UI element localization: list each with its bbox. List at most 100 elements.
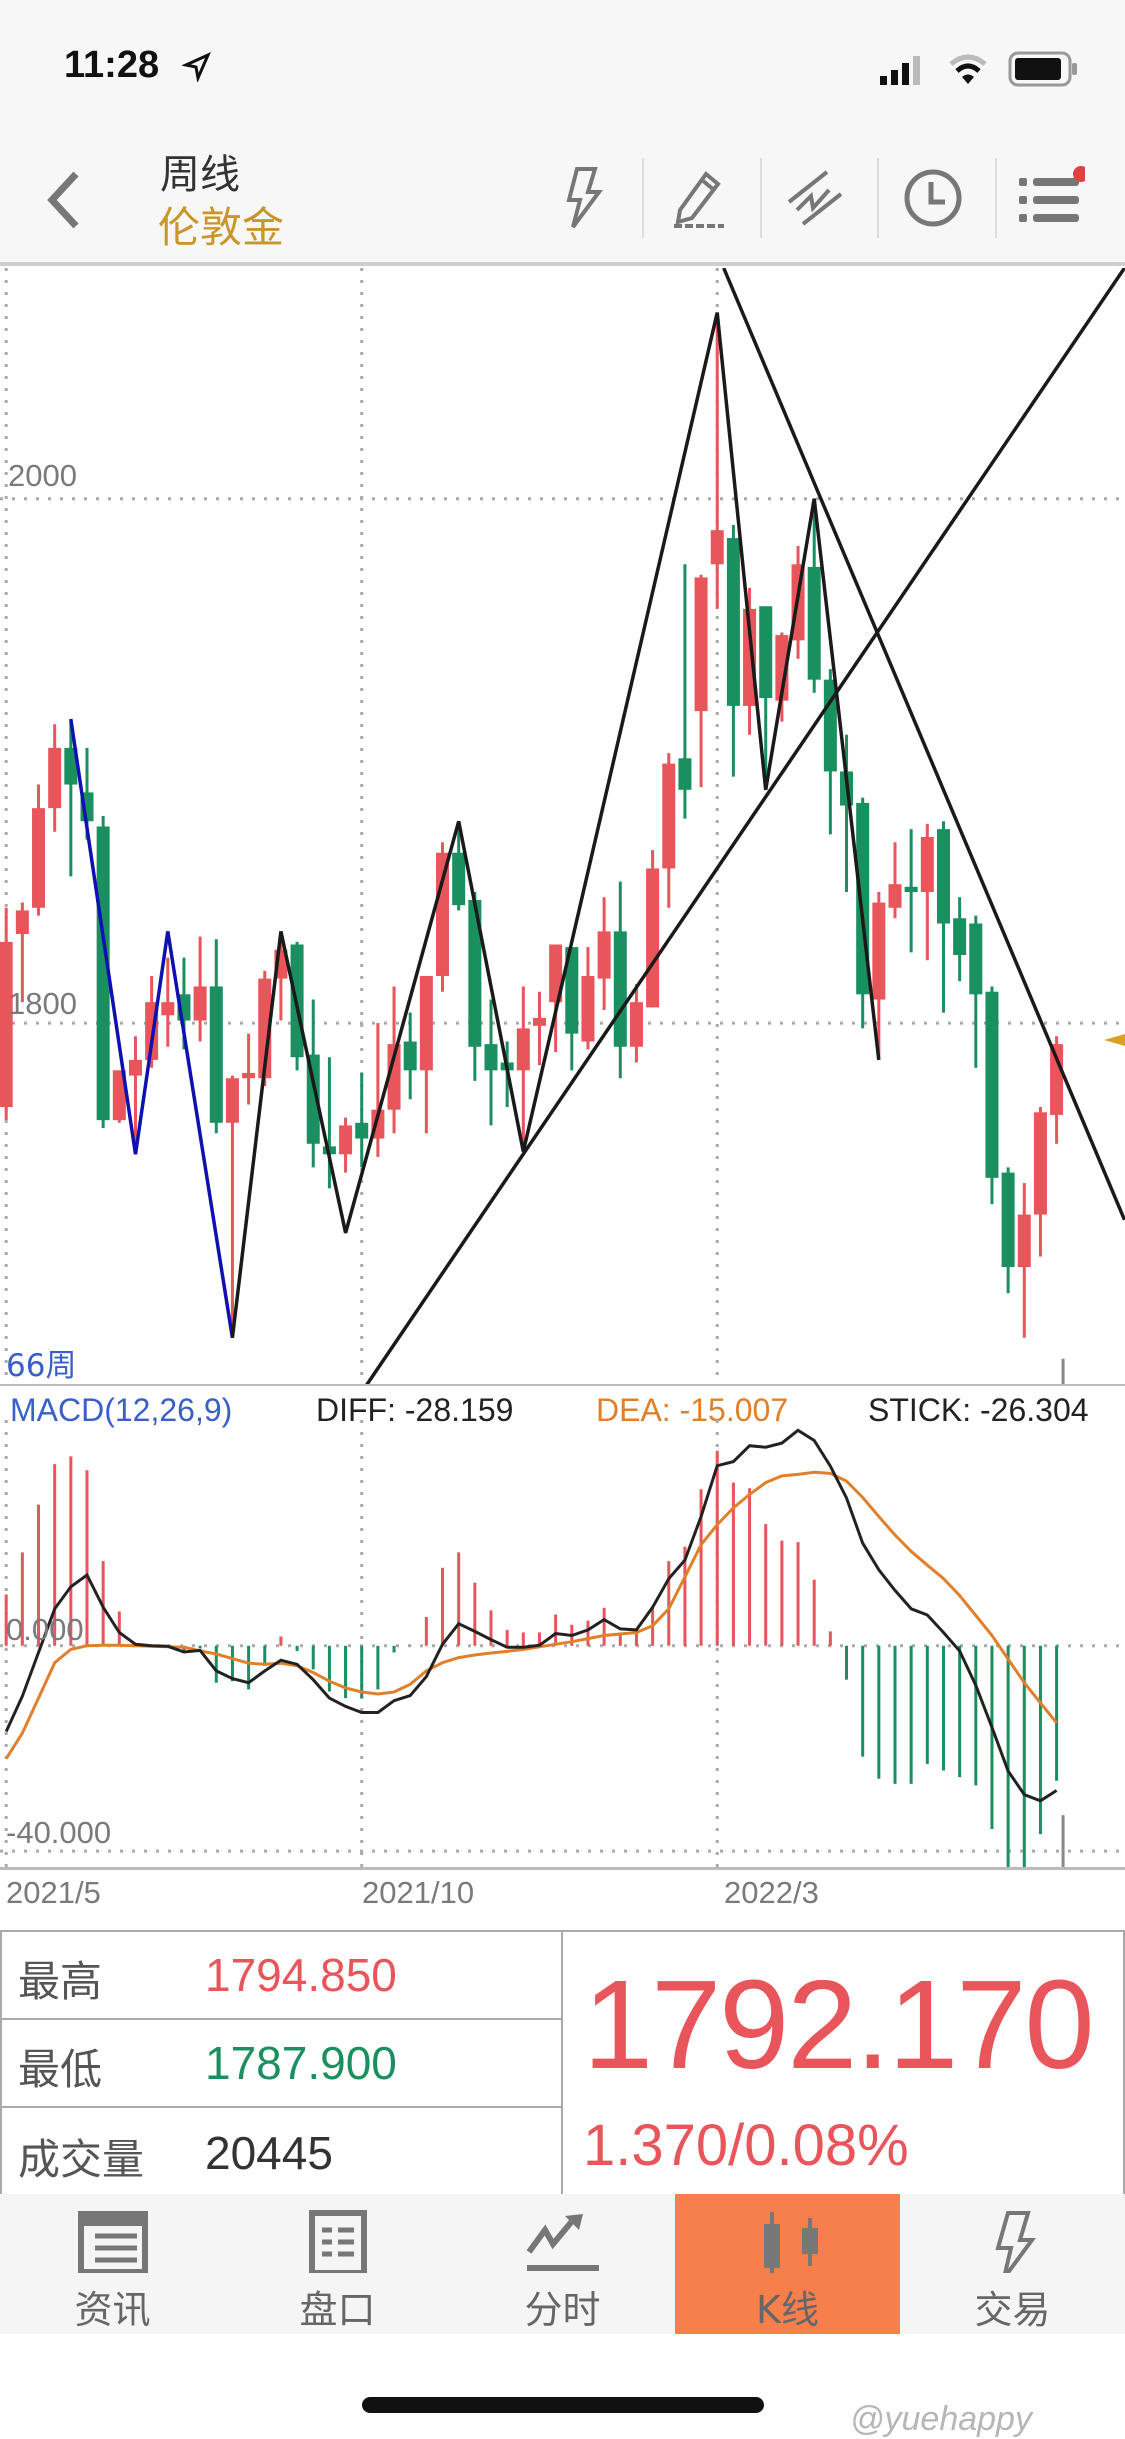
candle: [1033, 1107, 1047, 1257]
diff-line: [4, 1428, 1058, 1803]
candle-body: [355, 1122, 369, 1139]
quote-row-low: 最低 1787.900: [0, 2018, 563, 2108]
lightning-icon: [994, 2211, 1036, 2273]
candle: [710, 315, 724, 609]
candle: [726, 524, 740, 777]
macd-y-tick-label: -40.000: [6, 1815, 112, 1850]
lightning-button[interactable]: [545, 160, 615, 236]
tab-intraday[interactable]: 分时: [450, 2194, 675, 2334]
price-change: 1.370/0.08%: [583, 2113, 909, 2178]
zigzag-drawing: [69, 718, 235, 1339]
candlestick-chart[interactable]: [0, 268, 1125, 1385]
toolbar-divider: [877, 158, 879, 238]
candle: [872, 892, 886, 1058]
candle: [597, 897, 611, 1011]
candle: [920, 823, 934, 961]
candle: [161, 957, 175, 1047]
candle-body: [694, 577, 708, 712]
candle-body: [468, 899, 482, 1047]
quote-row-volume: 成交量 20445: [0, 2106, 563, 2196]
low-label: 最低: [18, 2045, 103, 2094]
candle: [613, 881, 627, 1079]
candle-body: [242, 1072, 256, 1079]
candle: [112, 1070, 126, 1123]
instrument-name: 伦敦金: [158, 203, 285, 252]
clock-icon: [904, 169, 962, 227]
candle-body: [726, 538, 740, 706]
menu-button[interactable]: [1015, 160, 1085, 236]
candle: [96, 816, 110, 1129]
notification-dot: [1073, 166, 1085, 182]
candle-body: [48, 747, 62, 809]
macd-chart[interactable]: [0, 1420, 1125, 1868]
tab-order-book[interactable]: 盘口: [225, 2194, 450, 2334]
watermark: @yuehappy: [850, 2400, 1032, 2438]
high-label: 最高: [18, 1957, 103, 2006]
candle: [355, 1072, 369, 1168]
macd-diff-value: DIFF: -28.159: [316, 1392, 514, 1428]
macd-lines: [4, 1428, 1065, 1868]
candle: [549, 944, 563, 1052]
candle: [15, 902, 29, 1003]
tab-trade[interactable]: 交易: [900, 2194, 1125, 2334]
time-period-button[interactable]: [898, 160, 968, 236]
candle: [532, 991, 546, 1066]
candle: [339, 1117, 353, 1173]
status-bar: 11:28: [0, 0, 1125, 130]
macd-stick-value: STICK: -26.304: [868, 1392, 1089, 1428]
candle-body: [904, 886, 918, 893]
intraday-chart-icon: [526, 2214, 599, 2271]
candle-body: [629, 1002, 643, 1047]
current-price-marker-icon: [1104, 1034, 1125, 1046]
candle-body: [678, 758, 692, 790]
signal-icon: [880, 56, 920, 85]
candle: [678, 564, 692, 819]
candle-body: [128, 1059, 142, 1076]
tab-kline[interactable]: K线: [675, 2194, 900, 2334]
high-value: 1794.850: [205, 1949, 397, 2001]
candle: [807, 501, 821, 693]
low-value: 1787.900: [205, 2037, 397, 2089]
candles: [0, 315, 1064, 1338]
y-tick-label: 2000: [8, 458, 77, 493]
pencil-draw-icon: [674, 171, 724, 228]
location-arrow-icon: [182, 52, 211, 82]
candle-body: [403, 1041, 417, 1071]
candle: [646, 850, 660, 1008]
dea-line: [4, 1470, 1058, 1760]
candle: [48, 724, 62, 832]
quote-row-high: 最高 1794.850: [0, 1930, 563, 2020]
candle: [936, 821, 950, 1013]
x-axis-line: [0, 1867, 1125, 1870]
macd-histogram: [4, 1450, 1059, 1868]
candle: [484, 999, 498, 1126]
last-price-panel: 1792.170 1.370/0.08%: [561, 1930, 1125, 2196]
candle: [629, 983, 643, 1063]
candle-body: [662, 763, 676, 869]
candle-body: [646, 868, 660, 1008]
macd-dea-value: DEA: -15.007: [596, 1392, 789, 1428]
candle-body: [807, 566, 821, 680]
tab-label: 资讯: [74, 2288, 151, 2332]
candle: [225, 1075, 239, 1338]
candle: [0, 907, 13, 1121]
candle-body: [953, 918, 967, 955]
candle: [436, 842, 450, 992]
period-count-label: 66周: [6, 1348, 77, 1384]
candle-body: [32, 808, 46, 908]
candle: [662, 753, 676, 908]
candle-body: [936, 829, 950, 924]
candle-body: [225, 1078, 239, 1123]
page-title: 周线: [160, 152, 240, 198]
trendline-tool-button[interactable]: [780, 160, 850, 236]
back-chevron-icon[interactable]: [44, 170, 84, 230]
draw-tool-button[interactable]: [663, 160, 733, 236]
candle-body: [306, 1054, 320, 1144]
macd-title: MACD(12,26,9): [10, 1392, 233, 1428]
x-tick-label: 2021/5: [6, 1875, 101, 1910]
candle: [581, 947, 595, 1050]
tab-news[interactable]: 资讯: [0, 2194, 225, 2334]
candle: [759, 606, 773, 788]
candle-body: [888, 884, 902, 908]
candle-body: [597, 931, 611, 979]
